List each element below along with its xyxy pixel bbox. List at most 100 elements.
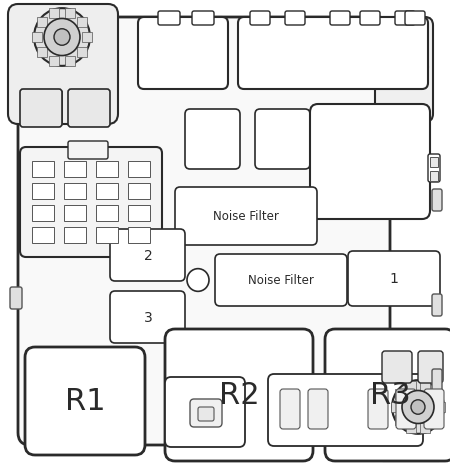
Bar <box>49 56 59 67</box>
Circle shape <box>402 391 434 424</box>
FancyBboxPatch shape <box>165 329 313 461</box>
Bar <box>128 184 150 200</box>
Bar <box>128 227 150 244</box>
FancyBboxPatch shape <box>395 12 415 26</box>
Bar <box>96 184 118 200</box>
FancyBboxPatch shape <box>424 389 444 429</box>
FancyBboxPatch shape <box>418 351 443 383</box>
FancyBboxPatch shape <box>68 142 108 160</box>
FancyBboxPatch shape <box>68 90 110 128</box>
Circle shape <box>411 400 425 414</box>
Bar <box>406 423 416 433</box>
Bar <box>77 48 87 57</box>
Bar <box>435 402 445 412</box>
FancyBboxPatch shape <box>375 349 447 461</box>
FancyBboxPatch shape <box>110 230 185 282</box>
FancyBboxPatch shape <box>255 110 310 169</box>
Bar <box>32 33 42 43</box>
Bar <box>32 227 54 244</box>
Bar <box>32 184 54 200</box>
FancyBboxPatch shape <box>8 5 118 125</box>
Bar <box>96 227 118 244</box>
Bar <box>37 18 47 28</box>
FancyBboxPatch shape <box>250 12 270 26</box>
Text: 2: 2 <box>144 249 153 263</box>
FancyBboxPatch shape <box>360 12 380 26</box>
FancyBboxPatch shape <box>198 407 214 421</box>
Text: R1: R1 <box>65 387 105 416</box>
FancyBboxPatch shape <box>158 12 180 26</box>
FancyBboxPatch shape <box>238 18 428 90</box>
Bar <box>395 389 405 399</box>
Circle shape <box>392 381 444 434</box>
Bar <box>64 184 86 200</box>
Circle shape <box>392 50 428 87</box>
Circle shape <box>44 19 80 56</box>
Circle shape <box>54 30 70 46</box>
FancyBboxPatch shape <box>368 389 388 429</box>
FancyBboxPatch shape <box>192 12 214 26</box>
FancyBboxPatch shape <box>375 18 433 123</box>
FancyBboxPatch shape <box>432 189 442 212</box>
Text: 3: 3 <box>144 310 153 324</box>
FancyBboxPatch shape <box>268 374 423 446</box>
FancyBboxPatch shape <box>330 12 350 26</box>
Bar <box>96 162 118 178</box>
Bar <box>420 381 430 391</box>
Text: Noise Filter: Noise Filter <box>213 210 279 223</box>
FancyBboxPatch shape <box>428 155 440 182</box>
Bar <box>32 206 54 221</box>
Circle shape <box>400 57 420 78</box>
FancyBboxPatch shape <box>165 377 245 447</box>
FancyBboxPatch shape <box>110 291 185 343</box>
Bar <box>430 172 438 181</box>
Bar <box>431 415 441 425</box>
FancyBboxPatch shape <box>138 18 228 90</box>
Text: R3: R3 <box>369 381 410 410</box>
Bar <box>395 415 405 425</box>
FancyBboxPatch shape <box>215 255 347 307</box>
Bar <box>128 206 150 221</box>
FancyBboxPatch shape <box>432 294 442 316</box>
Bar <box>128 162 150 178</box>
FancyBboxPatch shape <box>20 148 162 257</box>
Bar <box>77 18 87 28</box>
Bar <box>420 423 430 433</box>
FancyBboxPatch shape <box>382 351 412 383</box>
Bar <box>82 33 92 43</box>
Bar <box>49 9 59 19</box>
FancyBboxPatch shape <box>308 389 328 429</box>
FancyBboxPatch shape <box>405 12 425 26</box>
Text: 1: 1 <box>390 271 398 285</box>
FancyBboxPatch shape <box>325 329 450 461</box>
FancyBboxPatch shape <box>190 399 222 427</box>
Bar <box>430 158 438 168</box>
Bar <box>64 162 86 178</box>
Bar <box>96 206 118 221</box>
Text: R2: R2 <box>219 381 259 410</box>
Bar <box>431 389 441 399</box>
Bar <box>65 9 75 19</box>
FancyBboxPatch shape <box>20 90 62 128</box>
FancyBboxPatch shape <box>396 389 416 429</box>
FancyBboxPatch shape <box>185 110 240 169</box>
Bar <box>391 402 401 412</box>
FancyBboxPatch shape <box>10 288 22 309</box>
FancyBboxPatch shape <box>175 188 317 245</box>
FancyBboxPatch shape <box>280 389 300 429</box>
FancyBboxPatch shape <box>348 251 440 307</box>
Bar <box>406 381 416 391</box>
Bar <box>64 227 86 244</box>
Bar <box>64 206 86 221</box>
FancyBboxPatch shape <box>310 105 430 219</box>
Bar <box>65 56 75 67</box>
FancyBboxPatch shape <box>432 369 442 391</box>
FancyBboxPatch shape <box>285 12 305 26</box>
Text: Noise Filter: Noise Filter <box>248 274 314 287</box>
Circle shape <box>34 9 90 67</box>
FancyBboxPatch shape <box>25 347 145 455</box>
FancyBboxPatch shape <box>18 18 390 445</box>
Bar <box>32 162 54 178</box>
Bar <box>37 48 47 57</box>
Circle shape <box>187 269 209 292</box>
